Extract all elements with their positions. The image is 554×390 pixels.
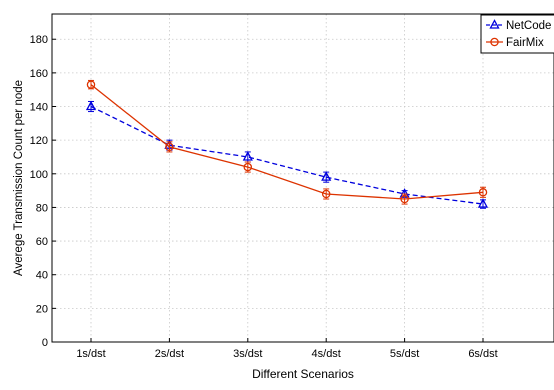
data-point-fairmix <box>86 80 96 89</box>
y-tick-label: 60 <box>36 236 48 248</box>
x-tick-label: 1s/dst <box>76 348 105 360</box>
legend: NetCode FairMix <box>480 14 554 54</box>
y-tick-label: 140 <box>30 102 48 114</box>
data-point-netcode <box>85 100 97 111</box>
y-tick-label: 160 <box>30 68 48 80</box>
x-tick-label: 5s/dst <box>390 348 419 360</box>
data-point-fairmix <box>400 194 409 204</box>
y-tick-label: 0 <box>42 337 48 349</box>
legend-box <box>480 14 554 54</box>
y-tick-label: 20 <box>36 303 48 315</box>
data-point-netcode <box>477 198 489 208</box>
series-line-netcode <box>90 105 484 205</box>
y-tick-label: 120 <box>30 135 48 147</box>
data-point-fairmix <box>243 162 253 172</box>
legend-marker-netcode <box>489 19 500 29</box>
x-tick-label: 6s/dst <box>468 348 497 360</box>
y-tick-label: 100 <box>30 169 48 181</box>
y-axis-label: Averege Transmission Count per node <box>13 80 25 276</box>
data-point-fairmix <box>321 189 331 199</box>
series-fairmix <box>86 79 488 205</box>
x-tick-label: 3s/dst <box>233 348 262 360</box>
legend-marker-fairmix <box>490 37 499 47</box>
grid-lines <box>52 14 554 342</box>
y-tick-label: 40 <box>36 270 48 282</box>
y-tick-label: 80 <box>36 202 48 214</box>
data-point-netcode <box>321 171 332 181</box>
plot-area-frame <box>51 13 554 343</box>
x-tick-label: 4s/dst <box>312 348 341 360</box>
y-tick-label: 180 <box>30 34 48 46</box>
x-axis-ticks: 1s/dst 2s/dst 3s/dst 4s/dst 5s/dst 6s/dst <box>76 338 498 360</box>
series-group <box>85 79 489 209</box>
legend-label-fairmix: FairMix <box>506 37 544 49</box>
data-point-fairmix <box>165 142 174 152</box>
data-point-netcode <box>242 151 253 161</box>
y-axis-ticks: 0 20 40 60 80 100 120 140 160 180 <box>30 34 56 349</box>
x-tick-label: 2s/dst <box>155 348 184 360</box>
series-netcode <box>85 100 489 209</box>
legend-label-netcode: NetCode <box>506 20 551 32</box>
data-point-fairmix <box>478 188 488 197</box>
series-line-fairmix <box>90 84 484 200</box>
x-axis-label: Different Scenarios <box>252 367 354 381</box>
